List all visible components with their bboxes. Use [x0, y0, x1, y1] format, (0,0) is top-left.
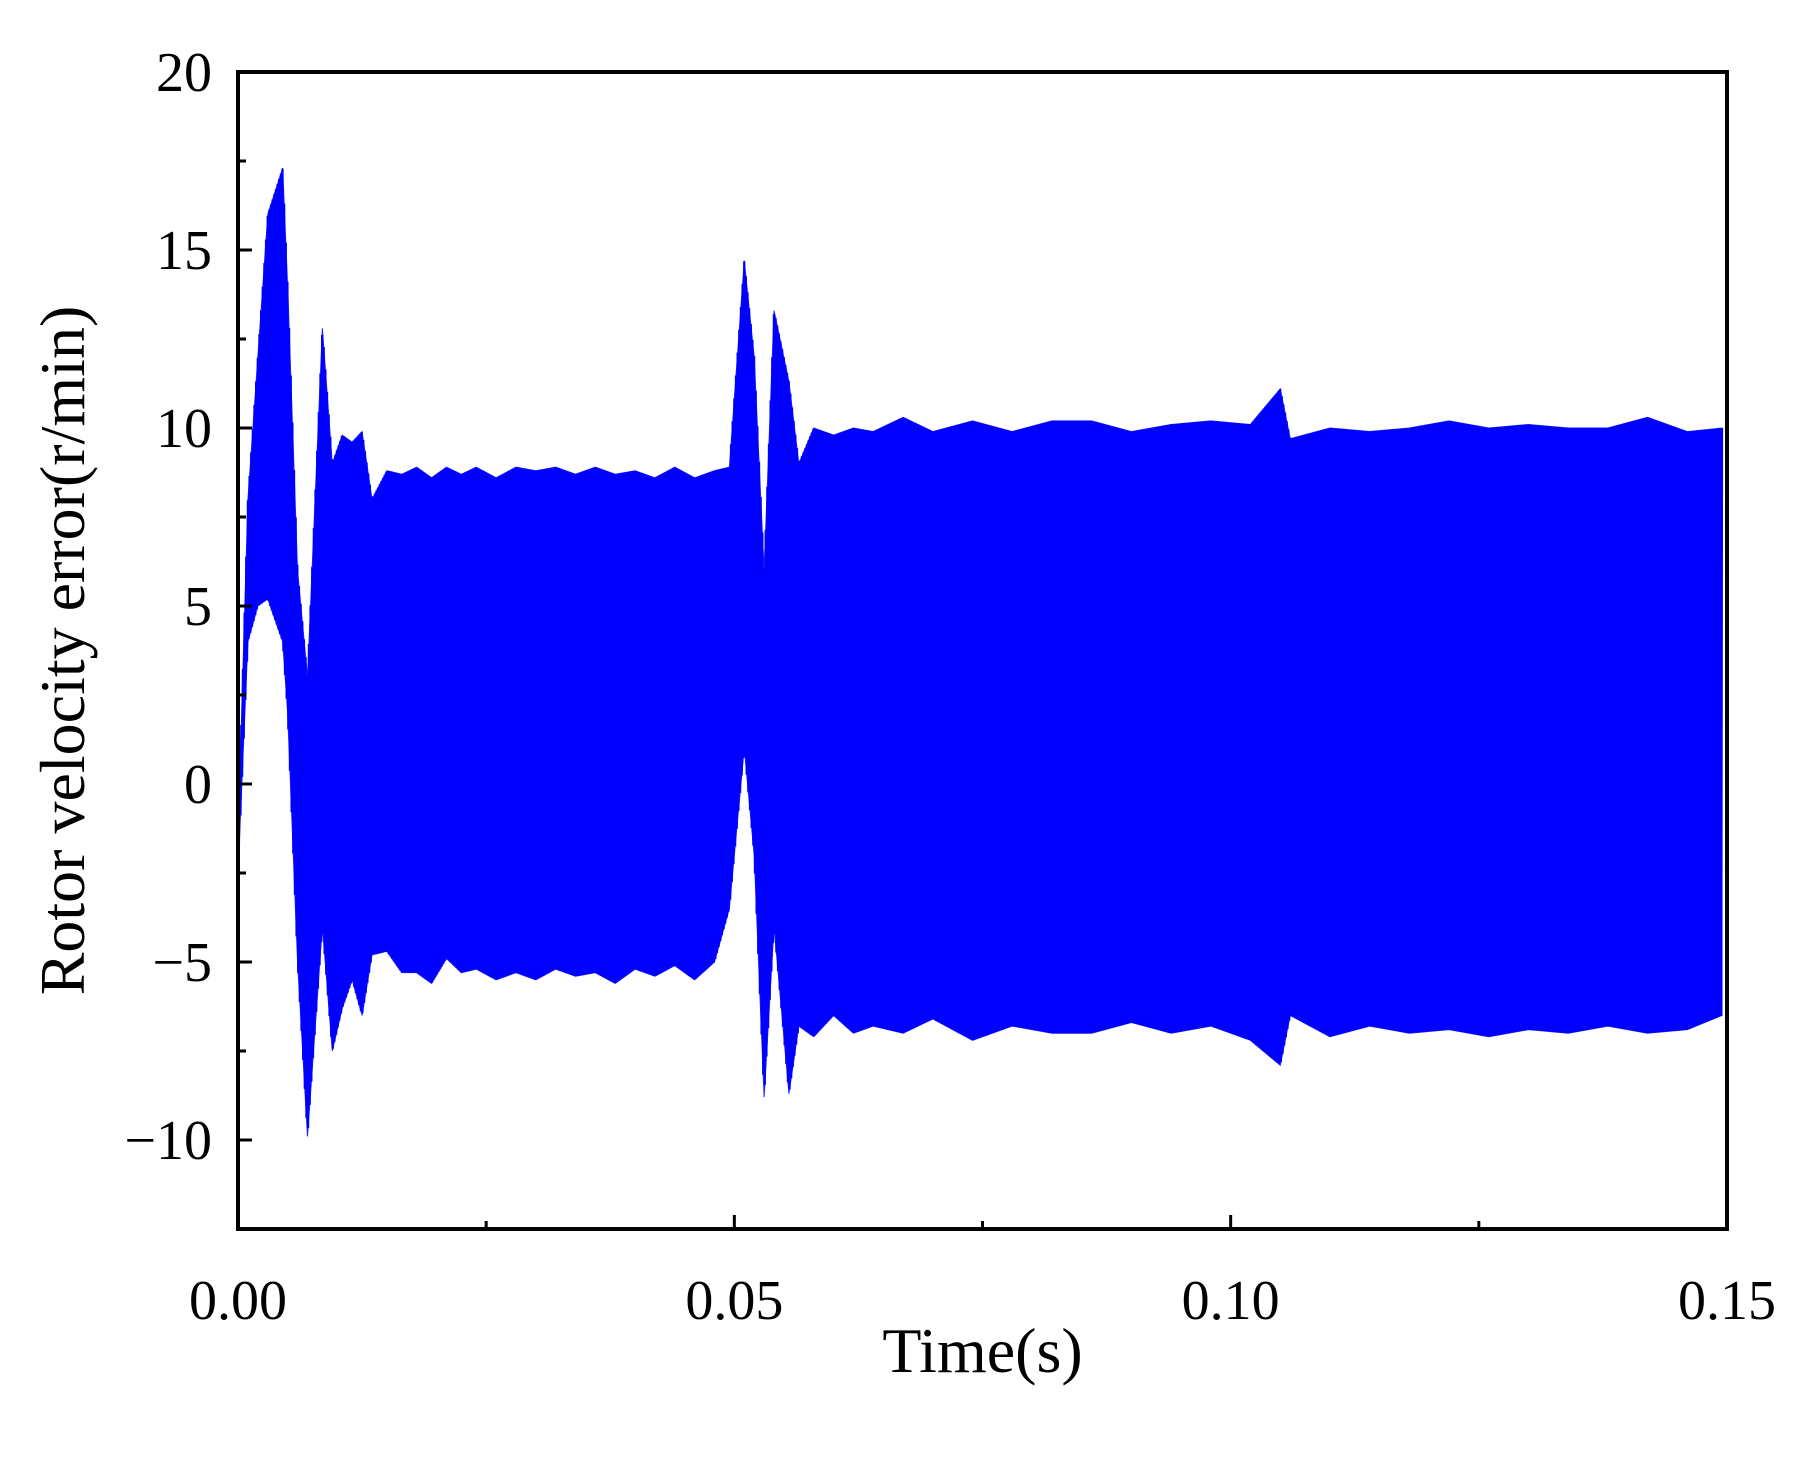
plot-area — [236, 167, 1724, 1137]
y-tick-label: 0 — [184, 754, 212, 816]
x-tick-label: 0.05 — [685, 1270, 783, 1332]
x-axis-label: Time(s) — [882, 1315, 1082, 1386]
x-tick-label: 0.00 — [189, 1270, 287, 1332]
y-axis-label: Rotor velocity error(r/min) — [27, 306, 98, 996]
axis-ticks — [236, 70, 1729, 1229]
y-tick-label: 5 — [184, 576, 212, 638]
axis-tick-labels: 0.00 0.05 0.10 0.15 −10 −5 0 5 10 15 20 — [124, 42, 1776, 1332]
x-tick-label: 0.15 — [1678, 1270, 1776, 1332]
y-tick-label: 10 — [156, 398, 212, 460]
y-tick-label: 15 — [156, 220, 212, 282]
y-tick-label: 20 — [156, 42, 212, 104]
x-tick-label: 0.10 — [1182, 1270, 1280, 1332]
y-tick-label: −5 — [152, 932, 212, 994]
y-tick-label: −10 — [124, 1110, 212, 1172]
series-envelope — [237, 167, 1723, 1137]
